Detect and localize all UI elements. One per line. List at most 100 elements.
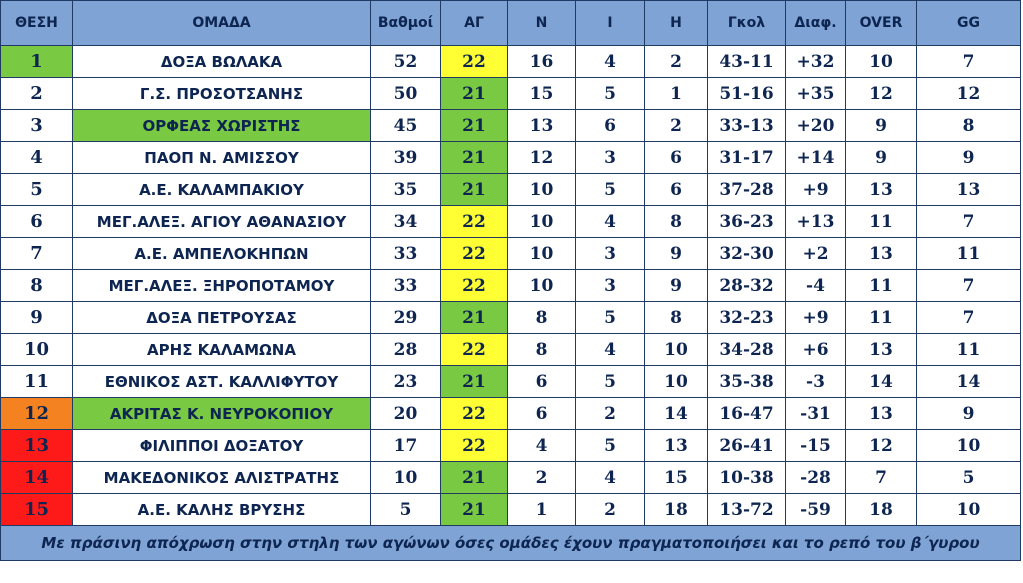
table-row: 11 ΕΘΝΙΚΟΣ ΑΣΤ. ΚΑΛΛΙΦΥΤΟΥ 23 21 6 5 10 35-38 -3…	[0, 365, 1021, 398]
over-cell: 12	[845, 77, 917, 110]
position-cell: 7	[0, 237, 73, 270]
header-row: ΘΕΣΗ ΟΜΑΔΑ Βαθμοί ΑΓ Ν Ι Η Γκολ Διαφ. OV…	[0, 0, 1021, 46]
goal-difference-cell: -3	[785, 365, 846, 398]
draws-cell: 3	[575, 237, 645, 270]
header-over: OVER	[845, 0, 917, 46]
games-played-cell: 22	[440, 45, 508, 78]
goals-cell: 26-41	[707, 429, 786, 462]
goal-difference-cell: +35	[785, 77, 846, 110]
draws-cell: 6	[575, 109, 645, 142]
points-cell: 10	[370, 461, 441, 494]
goal-difference-cell: +14	[785, 141, 846, 174]
goals-cell: 36-23	[707, 205, 786, 238]
losses-cell: 2	[644, 109, 708, 142]
gg-cell: 7	[916, 205, 1021, 238]
goal-difference-cell: +2	[785, 237, 846, 270]
table-row: 12 ΑΚΡΙΤΑΣ Κ. ΝΕΥΡΟΚΟΠΙΟΥ 20 22 6 2 14 16-47 -31…	[0, 397, 1021, 430]
goals-cell: 13-72	[707, 493, 786, 526]
goal-difference-cell: -31	[785, 397, 846, 430]
table-row: 4 ΠΑΟΠ Ν. ΑΜΙΣΣΟΥ 39 21 12 3 6 31-17 +14 9 9	[0, 141, 1021, 174]
header-position: ΘΕΣΗ	[0, 0, 73, 46]
over-cell: 18	[845, 493, 917, 526]
draws-cell: 5	[575, 429, 645, 462]
header-losses: Η	[644, 0, 708, 46]
games-played-cell: 21	[440, 461, 508, 494]
gg-cell: 7	[916, 301, 1021, 334]
team-name-cell: ΜΕΓ.ΑΛΕΞ. ΑΓΙΟΥ ΑΘΑΝΑΣΙΟΥ	[72, 205, 371, 238]
draws-cell: 5	[575, 301, 645, 334]
points-cell: 5	[370, 493, 441, 526]
points-cell: 17	[370, 429, 441, 462]
goals-cell: 37-28	[707, 173, 786, 206]
wins-cell: 12	[507, 141, 576, 174]
goals-cell: 32-30	[707, 237, 786, 270]
over-cell: 10	[845, 45, 917, 78]
gg-cell: 8	[916, 109, 1021, 142]
games-played-cell: 21	[440, 493, 508, 526]
draws-cell: 5	[575, 173, 645, 206]
goal-difference-cell: -15	[785, 429, 846, 462]
team-name-cell: ΦΙΛΙΠΠΟΙ ΔΟΞΑΤΟΥ	[72, 429, 371, 462]
standings-body: 1 ΔΟΞΑ ΒΩΛΑΚΑ 52 22 16 4 2 43-11 +32 10 7 2 Γ.Σ. ΠΡΟ…	[0, 45, 1021, 526]
games-played-cell: 22	[440, 205, 508, 238]
over-cell: 9	[845, 109, 917, 142]
goals-cell: 43-11	[707, 45, 786, 78]
wins-cell: 10	[507, 237, 576, 270]
games-played-cell: 21	[440, 141, 508, 174]
draws-cell: 4	[575, 205, 645, 238]
points-cell: 45	[370, 109, 441, 142]
table-row: 15 Α.Ε. ΚΑΛΗΣ ΒΡΥΣΗΣ 5 21 1 2 18 13-72 -59 18 10	[0, 493, 1021, 526]
games-played-cell: 22	[440, 269, 508, 302]
header-goals: Γκολ	[707, 0, 786, 46]
gg-cell: 7	[916, 45, 1021, 78]
table-row: 8 ΜΕΓ.ΑΛΕΞ. ΞΗΡΟΠΟΤΑΜΟΥ 33 22 10 3 9 28-32 -4 11 7	[0, 269, 1021, 302]
goals-cell: 28-32	[707, 269, 786, 302]
over-cell: 11	[845, 301, 917, 334]
games-played-cell: 21	[440, 173, 508, 206]
position-cell: 5	[0, 173, 73, 206]
losses-cell: 8	[644, 301, 708, 334]
team-name-cell: Α.Ε. ΑΜΠΕΛΟΚΗΠΩΝ	[72, 237, 371, 270]
wins-cell: 10	[507, 269, 576, 302]
over-cell: 13	[845, 397, 917, 430]
wins-cell: 16	[507, 45, 576, 78]
gg-cell: 10	[916, 429, 1021, 462]
position-cell: 11	[0, 365, 73, 398]
position-cell: 3	[0, 109, 73, 142]
table-row: 1 ΔΟΞΑ ΒΩΛΑΚΑ 52 22 16 4 2 43-11 +32 10 7	[0, 45, 1021, 78]
team-name-cell: ΟΡΦΕΑΣ ΧΩΡΙΣΤΗΣ	[72, 109, 371, 142]
wins-cell: 6	[507, 397, 576, 430]
team-name-cell: ΕΘΝΙΚΟΣ ΑΣΤ. ΚΑΛΛΙΦΥΤΟΥ	[72, 365, 371, 398]
goal-difference-cell: +32	[785, 45, 846, 78]
games-played-cell: 22	[440, 429, 508, 462]
losses-cell: 18	[644, 493, 708, 526]
position-cell: 8	[0, 269, 73, 302]
games-played-cell: 21	[440, 77, 508, 110]
goal-difference-cell: -4	[785, 269, 846, 302]
header-points: Βαθμοί	[370, 0, 441, 46]
draws-cell: 4	[575, 461, 645, 494]
gg-cell: 9	[916, 141, 1021, 174]
header-goal-difference: Διαφ.	[785, 0, 846, 46]
losses-cell: 13	[644, 429, 708, 462]
header-team: ΟΜΑΔΑ	[72, 0, 371, 46]
draws-cell: 3	[575, 141, 645, 174]
over-cell: 13	[845, 237, 917, 270]
goal-difference-cell: +9	[785, 173, 846, 206]
draws-cell: 4	[575, 333, 645, 366]
table-row: 13 ΦΙΛΙΠΠΟΙ ΔΟΞΑΤΟΥ 17 22 4 5 13 26-41 -15 12 10	[0, 429, 1021, 462]
goals-cell: 16-47	[707, 397, 786, 430]
wins-cell: 2	[507, 461, 576, 494]
over-cell: 13	[845, 333, 917, 366]
losses-cell: 6	[644, 141, 708, 174]
losses-cell: 15	[644, 461, 708, 494]
games-played-cell: 22	[440, 237, 508, 270]
gg-cell: 9	[916, 397, 1021, 430]
gg-cell: 7	[916, 269, 1021, 302]
position-cell: 15	[0, 493, 73, 526]
gg-cell: 12	[916, 77, 1021, 110]
goal-difference-cell: +13	[785, 205, 846, 238]
gg-cell: 14	[916, 365, 1021, 398]
position-cell: 4	[0, 141, 73, 174]
over-cell: 11	[845, 205, 917, 238]
